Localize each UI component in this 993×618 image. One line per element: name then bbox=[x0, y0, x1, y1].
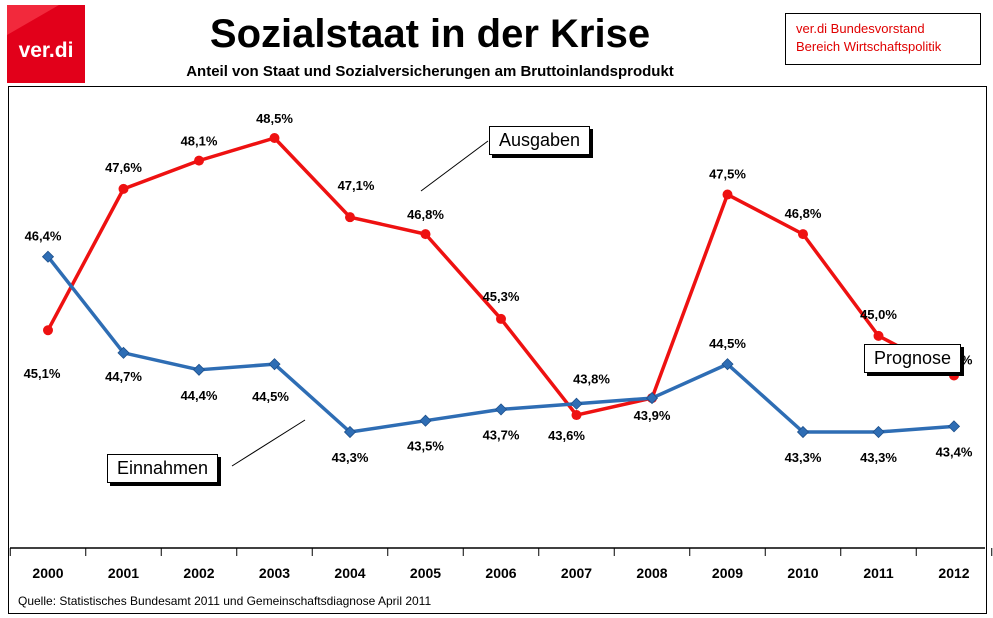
point-ausgaben-2002 bbox=[194, 155, 204, 166]
point-einnahmen-2002 bbox=[192, 363, 206, 376]
data-label-ausgaben-2000: 45,1% bbox=[24, 366, 61, 381]
data-label-ausgaben-2007: 43,6% bbox=[548, 428, 585, 443]
callout-ausgaben: Ausgaben bbox=[489, 126, 591, 155]
chart-frame bbox=[8, 86, 987, 614]
data-label-einnahmen-2005: 43,5% bbox=[407, 439, 444, 454]
svg-text:ver.di: ver.di bbox=[19, 39, 74, 62]
data-label-einnahmen-2000: 46,4% bbox=[25, 229, 62, 244]
series-line-ausgaben bbox=[46, 136, 955, 417]
x-tick-label-2011: 2011 bbox=[863, 565, 894, 581]
data-label-ausgaben-2005: 46,8% bbox=[407, 207, 444, 222]
data-label-ausgaben-2004: 47,1% bbox=[338, 178, 375, 193]
data-label-einnahmen-2012: 43,4% bbox=[936, 444, 973, 459]
callout-ausgaben-leader bbox=[420, 140, 489, 192]
point-ausgaben-2006 bbox=[496, 313, 506, 324]
data-label-ausgaben-2001: 47,6% bbox=[105, 160, 142, 175]
data-label-ausgaben-2010: 46,8% bbox=[785, 206, 822, 221]
point-ausgaben-2003 bbox=[269, 133, 280, 143]
publisher-line-2: Bereich Wirtschaftspolitik bbox=[796, 39, 942, 54]
x-tick-label-2000: 2000 bbox=[32, 565, 63, 581]
data-label-ausgaben-2003: 48,5% bbox=[256, 111, 293, 126]
x-tick-label-2002: 2002 bbox=[183, 565, 214, 581]
data-label-ausgaben-2009: 47,5% bbox=[709, 167, 746, 182]
data-label-einnahmen-2009: 44,5% bbox=[709, 336, 746, 351]
x-tick-label-2005: 2005 bbox=[410, 565, 441, 581]
point-einnahmen-2012 bbox=[947, 420, 961, 433]
source-note: Quelle: Statistisches Bundesamt 2011 und… bbox=[18, 594, 432, 608]
data-label-ausgaben-2011: 45,0% bbox=[860, 307, 897, 322]
point-einnahmen-2005 bbox=[419, 414, 432, 427]
data-label-einnahmen-2002: 44,4% bbox=[181, 388, 218, 403]
point-einnahmen-2003 bbox=[268, 358, 281, 371]
point-einnahmen-2000 bbox=[41, 250, 55, 263]
point-ausgaben-2005 bbox=[420, 229, 431, 240]
point-einnahmen-2006 bbox=[494, 403, 508, 416]
chart-title: Sozialstaat in der Krise bbox=[209, 12, 651, 56]
point-einnahmen-2004 bbox=[343, 425, 357, 439]
callout-einnahmen-leader bbox=[231, 419, 306, 467]
point-einnahmen-2011 bbox=[872, 425, 885, 439]
data-label-ausgaben-2002: 48,1% bbox=[181, 134, 218, 149]
point-einnahmen-2008 bbox=[645, 392, 659, 405]
publisher-box: ver.di Bundesvorstand Bereich Wirtschaft… bbox=[785, 13, 981, 65]
data-label-einnahmen-2011: 43,3% bbox=[860, 450, 897, 465]
x-tick-label-2012: 2012 bbox=[938, 565, 969, 581]
x-tick-label-2010: 2010 bbox=[787, 565, 818, 581]
callout-einnahmen: Einnahmen bbox=[107, 454, 219, 483]
data-label-einnahmen-2004: 43,3% bbox=[332, 450, 369, 465]
x-tick-label-2007: 2007 bbox=[561, 565, 592, 581]
x-tick-label-2009: 2009 bbox=[712, 565, 743, 581]
verdi-logo: ver.di bbox=[7, 5, 85, 83]
point-einnahmen-2001 bbox=[117, 346, 130, 359]
data-label-einnahmen-2006: 43,7% bbox=[483, 427, 520, 442]
data-label-einnahmen-2001: 44,7% bbox=[105, 369, 142, 384]
publisher-line-1: ver.di Bundesvorstand bbox=[796, 21, 925, 36]
point-ausgaben-2011 bbox=[873, 330, 884, 341]
x-tick-label-2006: 2006 bbox=[485, 565, 516, 581]
callout-prognose: Prognose bbox=[864, 344, 962, 373]
x-tick-label-2003: 2003 bbox=[259, 565, 290, 581]
point-ausgaben-2010 bbox=[798, 229, 808, 240]
point-ausgaben-2004 bbox=[345, 212, 355, 223]
point-ausgaben-2009 bbox=[722, 189, 733, 200]
x-tick-label-2008: 2008 bbox=[636, 565, 667, 581]
data-label-einnahmen-2010: 43,3% bbox=[785, 450, 822, 465]
point-ausgaben-2001 bbox=[118, 183, 129, 194]
data-label-einnahmen-2003: 44,5% bbox=[252, 389, 289, 404]
point-einnahmen-2007 bbox=[570, 397, 583, 410]
data-label-ausgaben-2006: 45,3% bbox=[483, 289, 520, 304]
x-tick-label-2004: 2004 bbox=[334, 565, 365, 581]
point-einnahmen-2009 bbox=[721, 358, 734, 371]
point-ausgaben-2000 bbox=[43, 325, 53, 336]
point-einnahmen-2010 bbox=[796, 425, 810, 439]
data-label-einnahmen-2007: 43,8% bbox=[573, 372, 610, 387]
chart-subtitle: Anteil von Staat und Sozialversicherunge… bbox=[186, 63, 674, 80]
x-tick-label-2001: 2001 bbox=[108, 565, 139, 581]
point-ausgaben-2007 bbox=[571, 410, 582, 421]
data-label-ausgaben-2008: 43,9% bbox=[634, 408, 671, 423]
